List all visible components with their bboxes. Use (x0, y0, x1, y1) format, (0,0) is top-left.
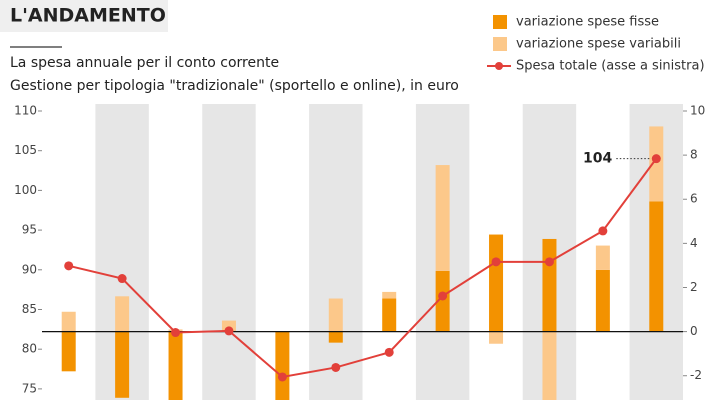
y-tick-label: 95 (22, 223, 37, 237)
y2-tick-label: 8 (690, 148, 698, 162)
y2-tick-label: 0 (690, 324, 698, 338)
line (68, 158, 658, 379)
bar (275, 331, 290, 400)
data-label: 104 (583, 151, 612, 167)
bar (595, 269, 610, 332)
y2-tick-label: -2 (690, 368, 702, 382)
point (64, 261, 74, 271)
point (171, 328, 181, 338)
legend-label: variazione spese variabili (516, 37, 681, 52)
legend-swatch (493, 37, 507, 51)
bar (649, 201, 664, 332)
bar (115, 331, 130, 398)
point (277, 372, 287, 382)
subtitle: La spesa annuale per il conto corrente (10, 55, 279, 71)
bar (328, 331, 343, 343)
legend-label: Spesa totale (asse a sinistra) (516, 59, 705, 74)
y2-tick-label: 2 (690, 280, 698, 294)
y-tick-label: 100 (14, 183, 37, 197)
point (598, 226, 608, 236)
title-box (0, 0, 168, 32)
point (384, 347, 394, 357)
legend-dot (495, 62, 503, 70)
band (309, 104, 363, 400)
bar (115, 296, 130, 332)
bar (489, 331, 504, 344)
bar (542, 331, 557, 400)
subtitle: Gestione per tipologia "tradizionale" (s… (10, 78, 459, 94)
y2-tick-label: 4 (690, 236, 698, 250)
bar (168, 331, 183, 400)
point (491, 257, 501, 267)
y2-tick-label: 10 (690, 104, 705, 118)
y-tick-label: 80 (22, 342, 37, 356)
bar (489, 234, 504, 332)
bar (382, 291, 397, 299)
bar (382, 298, 397, 332)
point (331, 362, 341, 372)
y2-tick-label: 6 (690, 192, 698, 206)
bar (61, 311, 76, 332)
bar (328, 298, 343, 332)
bar (435, 270, 450, 332)
bar (649, 126, 664, 202)
band (202, 104, 256, 400)
bar (542, 238, 557, 332)
y-tick-label: 105 (14, 143, 37, 157)
point (651, 154, 661, 164)
bar (435, 165, 450, 271)
legend-label: variazione spese fisse (516, 15, 659, 30)
y-tick-label: 90 (22, 262, 37, 276)
legend-swatch (493, 15, 507, 29)
bar (221, 320, 236, 332)
y-tick-label: 85 (22, 302, 37, 316)
bar (61, 331, 76, 372)
point (438, 291, 448, 301)
point (224, 326, 234, 336)
point (117, 274, 127, 284)
point (544, 257, 554, 267)
bar (595, 245, 610, 270)
chart-title: L'ANDAMENTO (10, 5, 166, 27)
y-tick-label: 110 (14, 104, 37, 118)
y-tick-label: 75 (22, 381, 37, 395)
